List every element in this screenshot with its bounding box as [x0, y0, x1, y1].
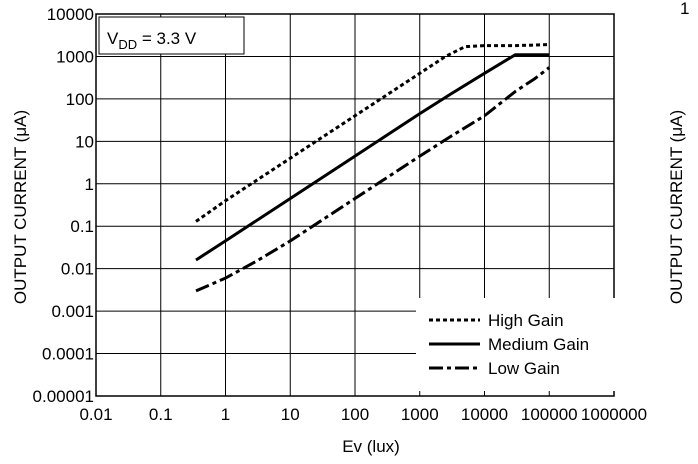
x-tick-label: 0.1: [149, 405, 173, 424]
y-tick-label: 0.001: [51, 302, 94, 321]
x-tick-label: 100000: [521, 405, 578, 424]
grid: [95, 13, 615, 397]
x-tick-labels: 0.01 0.1 1 10 100 1000 10000 100000 1000000: [79, 405, 647, 424]
y-tick-labels: 0.00001 0.0001 0.001 0.01 0.1 1 10 100 1000 10000: [33, 5, 94, 406]
x-tick-label: 1: [221, 405, 230, 424]
y-axis-title: OUTPUT CURRENT (μA): [11, 110, 30, 304]
y-tick-label: 10000: [47, 5, 94, 24]
x-tick-label: 100: [341, 405, 369, 424]
x-tick-label: 1000000: [581, 405, 647, 424]
y-tick-label: 1: [85, 175, 94, 194]
legend-label-low-gain: Low Gain: [488, 359, 560, 378]
x-tick-label: 10: [281, 405, 300, 424]
right-axis-title: OUTPUT CURRENT (μA): [667, 110, 686, 304]
y-tick-label: 0.00001: [33, 387, 94, 406]
x-tick-label: 10000: [461, 405, 508, 424]
y-tick-label: 1000: [56, 47, 94, 66]
x-axis-title: Ev (lux): [342, 437, 400, 456]
legend-label-medium-gain: Medium Gain: [488, 335, 589, 354]
series-group: [195, 43, 551, 293]
x-tick-label: 0.01: [79, 405, 112, 424]
series-line-medium-gain: [195, 53, 550, 262]
y-tick-label: 100: [66, 90, 94, 109]
y-tick-label: 0.0001: [42, 345, 94, 364]
y-tick-label: 0.01: [61, 260, 94, 279]
x-tick-label: 1000: [401, 405, 439, 424]
annotation-text: VDD = 3.3 V: [107, 29, 197, 52]
legend-label-high-gain: High Gain: [488, 311, 564, 330]
series-line-low-gain: [195, 66, 551, 293]
series-line-high-gain: [195, 43, 550, 223]
y-tick-label: 0.1: [70, 217, 94, 236]
annotation-box: [98, 16, 245, 55]
y-tick-label: 10: [75, 132, 94, 151]
right-edge-figure-number: 1: [680, 0, 689, 18]
plot-frame: [95, 13, 615, 397]
